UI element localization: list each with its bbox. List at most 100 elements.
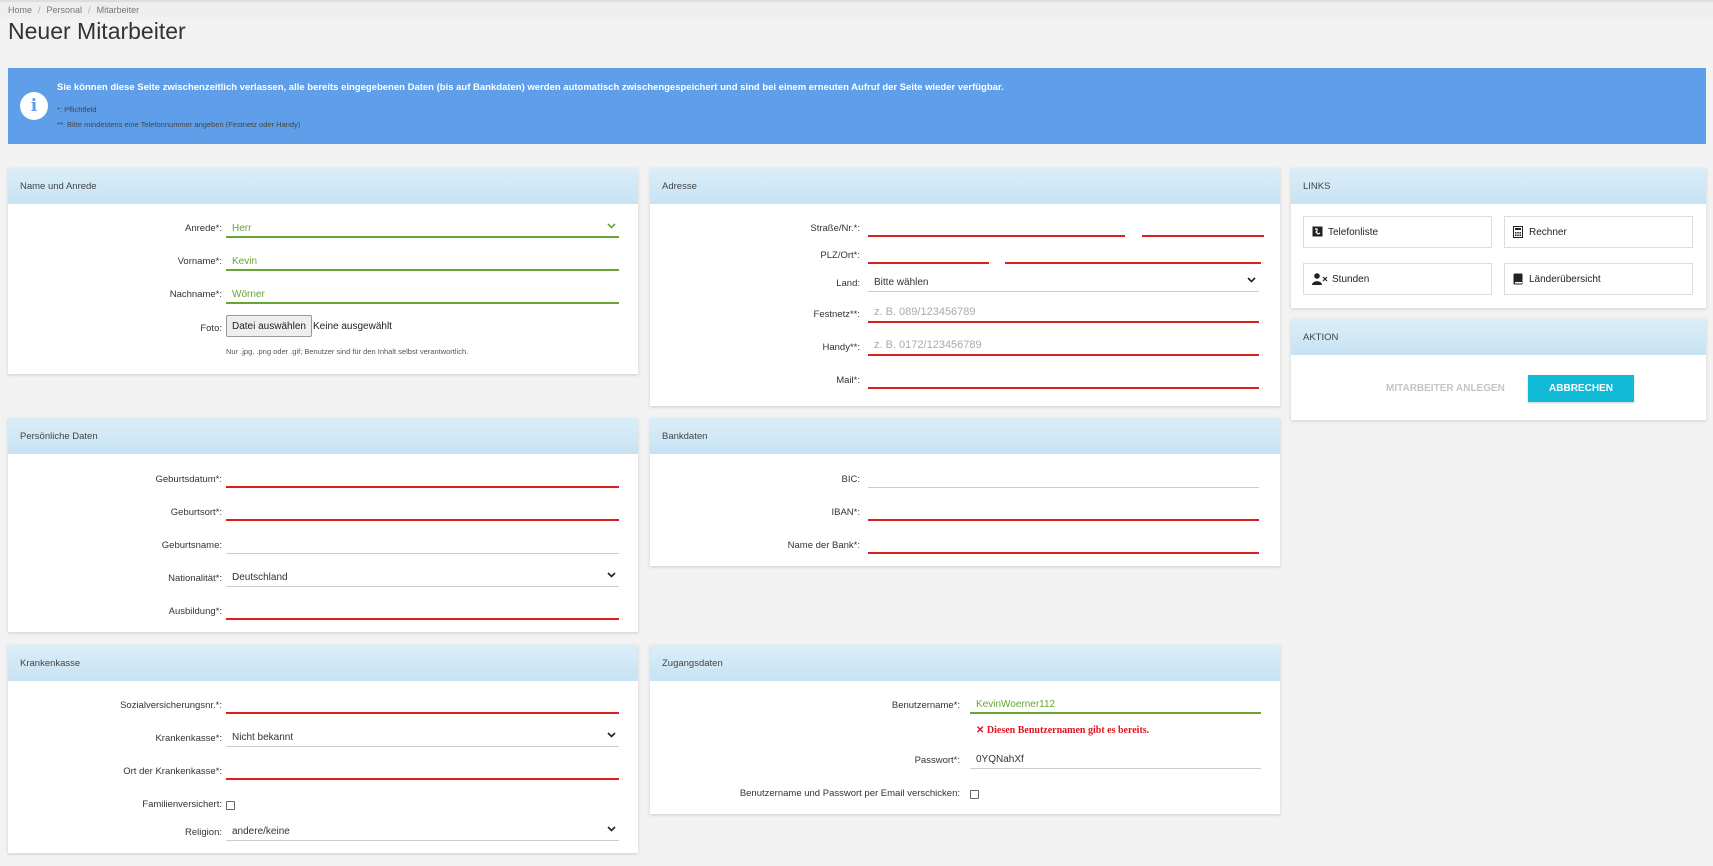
bankname-label: Name der Bank*:	[787, 540, 860, 551]
panel-title: LINKS	[1291, 168, 1706, 204]
link-stunden[interactable]: Stunden	[1303, 263, 1492, 295]
info-icon: i	[20, 92, 48, 120]
krankenkasse-value: Nicht bekannt	[232, 732, 294, 743]
phone-book-icon	[1312, 226, 1324, 238]
user-clock-icon	[1312, 273, 1328, 285]
nationalitaet-value: Deutschland	[232, 572, 288, 583]
vorname-label: Vorname*:	[177, 256, 222, 267]
send-mail-label: Benutzername und Passwort per Email vers…	[739, 788, 960, 799]
panel-adresse: Adresse Straße/Nr.*: PLZ/Ort*: Land: Bit…	[650, 168, 1280, 406]
link-label: Länderübersicht	[1529, 273, 1601, 285]
panel-persoenlich: Persönliche Daten Geburtsdatum*: Geburts…	[8, 418, 638, 632]
panel-title: Bankdaten	[650, 418, 1280, 454]
link-rechner[interactable]: Rechner	[1504, 216, 1693, 248]
foto-hint: Nur .jpg, .png oder .gif; Benutzer sind …	[226, 347, 469, 356]
panel-zugang: Zugangsdaten Benutzername*: KevinWoerner…	[650, 645, 1280, 814]
nationalitaet-select[interactable]: Deutschland	[226, 567, 619, 587]
familienversichert-label: Familienversichert:	[142, 799, 222, 810]
breadcrumb-separator: /	[38, 4, 41, 15]
breadcrumb: Home / Personal / Mitarbeiter	[0, 0, 1713, 17]
passwort-input[interactable]: 0YQNahXf	[970, 749, 1261, 769]
krankenkasse-select[interactable]: Nicht bekannt	[226, 727, 619, 747]
familienversichert-checkbox[interactable]	[226, 801, 235, 810]
panel-title: Adresse	[650, 168, 1280, 204]
file-status: Keine ausgewählt	[313, 321, 392, 332]
page-title: Neuer Mitarbeiter	[8, 18, 186, 44]
land-select[interactable]: Bitte wählen	[868, 272, 1259, 292]
panel-bank: Bankdaten BIC: IBAN*: Name der Bank*:	[650, 418, 1280, 566]
info-note-required: *: Pflichtfeld	[57, 105, 97, 114]
strasse-input[interactable]	[868, 217, 1125, 237]
panel-krankenkasse: Krankenkasse Sozialversicherungsnr.*: Kr…	[8, 645, 638, 853]
panel-title: Name und Anrede	[8, 168, 638, 204]
anrede-label: Anrede*:	[185, 223, 222, 234]
nationalitaet-label: Nationalität*:	[168, 573, 222, 584]
mail-label: Mail*:	[836, 375, 860, 386]
handy-label: Handy**:	[822, 342, 861, 353]
chevron-down-icon	[607, 731, 616, 739]
panel-name: Name und Anrede Anrede*: Herr Vorname*: …	[8, 168, 638, 374]
hausnummer-input[interactable]	[1142, 217, 1264, 237]
nachname-input[interactable]: Wörner	[226, 284, 619, 304]
passwort-label: Passwort*:	[914, 755, 960, 766]
info-box: i Sie können diese Seite zwischenzeitlic…	[8, 68, 1706, 144]
link-label: Telefonliste	[1328, 226, 1379, 238]
panel-title: Zugangsdaten	[650, 645, 1280, 681]
panel-title: Krankenkasse	[8, 645, 638, 681]
link-laenderuebersicht[interactable]: Länderübersicht	[1504, 263, 1693, 295]
bankname-input[interactable]	[868, 534, 1259, 554]
strasse-label: Straße/Nr.*:	[810, 223, 860, 234]
religion-select[interactable]: andere/keine	[226, 821, 619, 841]
chevron-down-icon	[607, 571, 616, 579]
geburtsdatum-input[interactable]	[226, 468, 619, 488]
kasse-ort-label: Ort der Krankenkasse*:	[123, 766, 222, 777]
cancel-button[interactable]: ABBRECHEN	[1528, 375, 1634, 402]
nachname-label: Nachname*:	[169, 289, 222, 300]
land-value: Bitte wählen	[874, 277, 929, 288]
anrede-value: Herr	[232, 223, 252, 234]
chevron-down-icon	[607, 222, 616, 230]
bic-input[interactable]	[868, 468, 1259, 488]
handy-input[interactable]: z. B. 0172/123456789	[868, 336, 1259, 356]
breadcrumb-personal[interactable]: Personal	[46, 4, 83, 15]
festnetz-input[interactable]: z. B. 089/123456789	[868, 303, 1259, 323]
ausbildung-label: Ausbildung*:	[168, 606, 222, 617]
plz-label: PLZ/Ort*:	[820, 250, 860, 261]
anrede-select[interactable]: Herr	[226, 218, 619, 238]
foto-label: Foto:	[200, 323, 222, 334]
link-label: Stunden	[1332, 273, 1370, 285]
geburtsort-input[interactable]	[226, 501, 619, 521]
vorname-input[interactable]: Kevin	[226, 251, 619, 271]
link-telefonliste[interactable]: Telefonliste	[1303, 216, 1492, 248]
religion-value: andere/keine	[232, 826, 290, 837]
breadcrumb-mitarbeiter[interactable]: Mitarbeiter	[96, 4, 140, 15]
panel-aktion: AKTION MITARBEITER ANLEGEN ABBRECHEN	[1291, 319, 1706, 420]
land-label: Land:	[836, 278, 860, 289]
religion-label: Religion:	[185, 827, 222, 838]
breadcrumb-separator: /	[88, 4, 91, 15]
iban-input[interactable]	[868, 501, 1259, 521]
panel-title: Persönliche Daten	[8, 418, 638, 454]
chevron-down-icon	[1247, 276, 1256, 284]
svnr-input[interactable]	[226, 694, 619, 714]
panel-links: LINKS Telefonliste Rechner Stunden Lände…	[1291, 168, 1706, 308]
kasse-ort-input[interactable]	[226, 760, 619, 780]
error-x-icon: ✕	[976, 725, 985, 736]
iban-label: IBAN*:	[831, 507, 860, 518]
plz-input[interactable]	[868, 244, 989, 264]
info-main-text: Sie können diese Seite zwischenzeitlich …	[57, 82, 1004, 93]
geburtsname-input[interactable]	[226, 534, 619, 554]
book-icon	[1513, 273, 1525, 285]
calculator-icon	[1513, 226, 1525, 238]
festnetz-label: Festnetz**:	[813, 309, 860, 320]
ausbildung-input[interactable]	[226, 600, 619, 620]
ort-input[interactable]	[1005, 244, 1261, 264]
file-choose-button[interactable]: Datei auswählen	[226, 315, 312, 337]
create-employee-button[interactable]: MITARBEITER ANLEGEN	[1386, 383, 1505, 394]
geburtsort-label: Geburtsort*:	[170, 507, 222, 518]
breadcrumb-home[interactable]: Home	[8, 4, 33, 15]
username-error-text: Diesen Benutzernamen gibt es bereits.	[986, 725, 1150, 736]
benutzername-input[interactable]: KevinWoerner112	[970, 694, 1261, 714]
mail-input[interactable]	[868, 369, 1259, 389]
send-mail-checkbox[interactable]	[970, 790, 979, 799]
